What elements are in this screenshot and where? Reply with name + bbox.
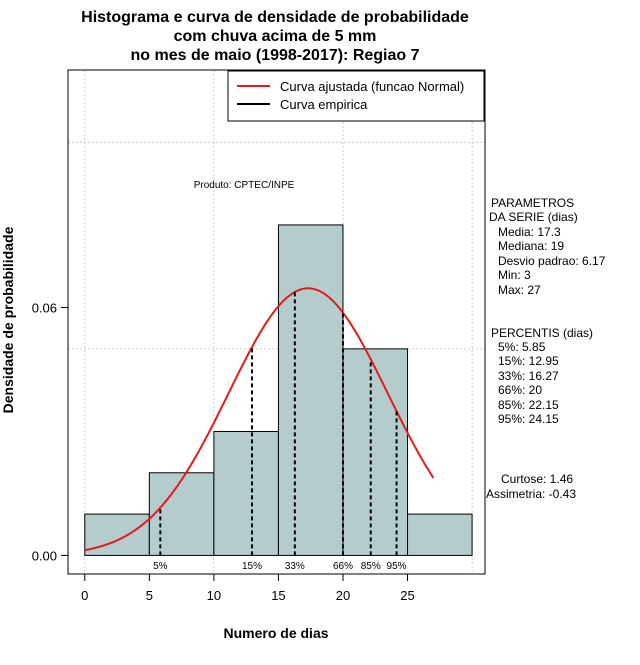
percentil-66: 66%: 20 — [498, 383, 542, 397]
normal-fit-curve — [84, 287, 435, 552]
x-tick-label: 0 — [81, 588, 88, 603]
x-axis-title: Numero de dias — [223, 625, 328, 641]
chart-title-line-1: Histograma e curva de densidade de proba… — [81, 9, 469, 26]
x-tick-label: 5 — [146, 588, 153, 603]
percentile-label: 95% — [387, 561, 407, 572]
chart-title-line-2: com chuva acima de 5 mm — [174, 28, 377, 45]
percentile-label: 5% — [153, 561, 168, 572]
x-tick-label: 25 — [400, 588, 414, 603]
x-tick-label: 20 — [336, 588, 350, 603]
histogram-bar — [84, 513, 150, 556]
param-media: Media: 17.3 — [498, 225, 561, 239]
percentil-85: 85%: 22.15 — [498, 398, 559, 412]
histogram-bar — [213, 430, 279, 556]
percentil-5: 5%: 5.85 — [498, 340, 546, 354]
legend: Curva ajustada (funcao Normal) Curva emp… — [227, 70, 485, 122]
y-tick-label: 0.00 — [32, 548, 57, 563]
percentile-layer: 5% 15% 33% 66% 85% 95% — [153, 291, 407, 572]
percentile-label: 33% — [285, 561, 305, 572]
legend-label-fit: Curva ajustada (funcao Normal) — [280, 79, 464, 94]
side-panel: PARAMETROS DA SERIE (dias) Media: 17.3 M… — [486, 196, 606, 501]
percentil-15: 15%: 12.95 — [498, 354, 559, 368]
x-tick-label: 15 — [271, 588, 285, 603]
param-desvio: Desvio padrao: 6.17 — [498, 254, 606, 268]
percentil-33: 33%: 16.27 — [498, 369, 559, 383]
param-min: Min: 3 — [498, 268, 531, 282]
histogram-bar — [277, 224, 344, 556]
percentis-title: PERCENTIS (dias) — [491, 326, 593, 340]
legend-label-empirical: Curva empirica — [280, 97, 368, 112]
histogram-bar — [342, 348, 409, 556]
product-annotation: Produto: CPTEC/INPE — [194, 180, 295, 191]
param-mediana: Mediana: 19 — [498, 239, 564, 253]
curtose-value: Curtose: 1.46 — [501, 472, 573, 486]
curve-layer — [84, 287, 435, 552]
x-tick-label: 10 — [207, 588, 221, 603]
percentile-label: 66% — [333, 561, 353, 572]
y-tick-label: 0.06 — [32, 301, 57, 316]
y-axis-title: Densidade de probabilidade — [0, 226, 16, 413]
legend-box — [227, 70, 485, 122]
parametros-title-line-1: PARAMETROS — [491, 196, 574, 210]
percentile-label: 15% — [242, 561, 262, 572]
bar-layer — [84, 224, 473, 556]
percentile-label: 85% — [361, 561, 381, 572]
parametros-title-line-2: DA SERIE (dias) — [489, 210, 578, 224]
assimetria-value: Assimetria: -0.43 — [486, 487, 576, 501]
axis-layer: 0 5 10 15 20 25 0.00 0.06 — [32, 301, 415, 603]
param-max: Max: 27 — [498, 283, 541, 297]
histogram-bar — [407, 513, 473, 556]
chart-title-line-3: no mes de maio (1998-2017): Regiao 7 — [131, 47, 420, 64]
percentil-95: 95%: 24.15 — [498, 412, 559, 426]
histogram-bar — [148, 472, 215, 556]
